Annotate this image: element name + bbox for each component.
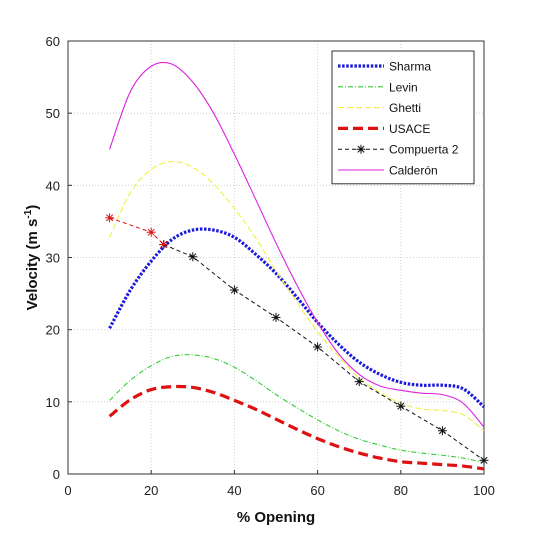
y-axis-label: Velocity (m s-1): [23, 205, 41, 311]
legend-marker-4: [356, 144, 366, 154]
series-point-4-stroke: [189, 253, 197, 261]
y-tick-label: 0: [53, 467, 60, 482]
series-point-4: [479, 455, 489, 465]
y-axis-label-sup: -1: [23, 209, 34, 218]
legend-box: [331, 50, 475, 185]
series-point-4-stroke: [272, 313, 280, 321]
y-tick-label: 50: [46, 106, 60, 121]
legend-label-2: Ghetti: [389, 101, 421, 115]
legend-label-1: Levin: [389, 80, 418, 94]
y-axis-label-tail: ): [24, 205, 41, 210]
extra-point-0-stroke: [106, 214, 114, 222]
extra-point-0: [105, 213, 115, 223]
extra-point-0-stroke: [160, 240, 168, 249]
series-line-2: [109, 160, 485, 432]
x-tick-label: 0: [64, 483, 71, 498]
series-point-4: [188, 252, 198, 262]
series-point-4: [396, 401, 406, 411]
legend-label-5: Calderón: [389, 164, 438, 178]
x-axis-label: % Opening: [237, 509, 315, 526]
series-line-3: [108, 384, 485, 471]
series-line-5: [109, 61, 485, 428]
series-point-4-stroke: [480, 456, 488, 464]
y-tick-label: 20: [46, 323, 60, 338]
legend-marker-4-stroke: [357, 145, 365, 153]
series-line-0: [108, 227, 486, 409]
y-tick-label: 30: [46, 251, 60, 266]
legend-label-4: Compuerta 2: [389, 143, 459, 157]
series-point-4-stroke: [397, 402, 405, 410]
extra-point-0-stroke: [147, 228, 155, 236]
extra-point-0: [146, 227, 156, 237]
series-point-4: [229, 285, 239, 295]
x-tick-label: 20: [144, 483, 158, 498]
series-point-4: [313, 342, 323, 352]
y-tick-label: 60: [46, 34, 60, 49]
extra-point-0: [159, 240, 169, 250]
series-point-4-stroke: [355, 378, 363, 386]
series-point-4-stroke: [230, 286, 238, 294]
series-point-4-stroke: [314, 343, 322, 351]
x-tick-label: 40: [227, 483, 241, 498]
legend-label-3: USACE: [389, 122, 430, 136]
series-point-4-stroke: [438, 427, 446, 435]
legend-label-0: Sharma: [389, 60, 431, 74]
series-point-4: [437, 426, 447, 436]
x-tick-label: 100: [473, 483, 495, 498]
x-tick-label: 60: [310, 483, 324, 498]
y-tick-label: 40: [46, 178, 60, 193]
y-axis-label-main: Velocity (m s: [24, 219, 41, 311]
y-tick-label: 10: [46, 395, 60, 410]
x-tick-label: 80: [394, 483, 408, 498]
series-line-1: [109, 354, 485, 463]
series-point-4: [354, 377, 364, 387]
series-point-4: [271, 312, 281, 322]
